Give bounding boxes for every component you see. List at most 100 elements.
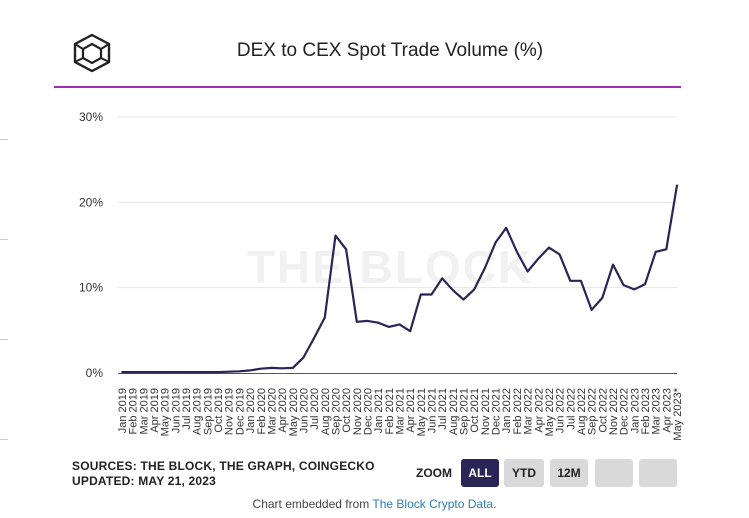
data-point bbox=[259, 367, 262, 370]
data-point bbox=[195, 371, 198, 374]
data-point bbox=[644, 283, 646, 286]
data-point bbox=[676, 184, 678, 187]
x-tick-label: Jul 2019 bbox=[181, 388, 193, 430]
data-point bbox=[430, 293, 433, 296]
data-point bbox=[238, 370, 241, 373]
data-point bbox=[387, 326, 390, 328]
x-tick-label: Mar 2023 bbox=[651, 388, 663, 434]
title-divider bbox=[54, 86, 681, 88]
x-tick-label: Mar 2021 bbox=[395, 388, 407, 434]
data-point bbox=[323, 316, 326, 319]
y-tick-label: 0% bbox=[86, 366, 104, 380]
data-point bbox=[227, 370, 230, 373]
sources-note: SOURCES: THE BLOCK, THE GRAPH, COINGECKO… bbox=[72, 459, 375, 489]
zoom-extra-button[interactable] bbox=[639, 459, 677, 487]
data-point bbox=[569, 279, 572, 282]
data-point bbox=[163, 371, 166, 374]
x-tick-label: May 2022 bbox=[544, 388, 556, 436]
data-point bbox=[654, 250, 657, 253]
x-tick-label: Jan 2021 bbox=[373, 388, 385, 433]
data-point bbox=[558, 253, 561, 256]
y-tick-label: 10% bbox=[79, 281, 103, 295]
data-point bbox=[633, 288, 636, 291]
x-tick-label: Dec 2021 bbox=[491, 388, 503, 435]
data-point bbox=[580, 279, 582, 282]
chart-title: DEX to CEX Spot Trade Volume (%) bbox=[236, 40, 544, 61]
x-tick-label: Aug 2019 bbox=[192, 388, 204, 435]
watermark-text: THE BLOCK bbox=[247, 241, 533, 293]
chart-frame bbox=[54, 10, 700, 490]
data-point bbox=[377, 321, 380, 324]
data-point bbox=[398, 323, 401, 326]
data-point bbox=[548, 246, 550, 249]
side-tick bbox=[0, 439, 8, 440]
x-tick-label: Jul 2021 bbox=[437, 388, 449, 430]
data-point bbox=[291, 366, 294, 369]
x-tick-label: Jun 2022 bbox=[555, 388, 567, 433]
y-tick-label: 30% bbox=[79, 110, 103, 124]
x-tick-label: Jan 2023 bbox=[629, 388, 641, 433]
zoom-ytd-button[interactable]: YTD bbox=[504, 459, 544, 487]
data-point bbox=[334, 234, 337, 237]
data-point bbox=[409, 330, 412, 333]
zoom-label: ZOOM bbox=[416, 466, 452, 480]
data-point bbox=[270, 366, 273, 369]
data-point bbox=[281, 367, 283, 370]
footer-suffix: . bbox=[493, 497, 497, 511]
x-tick-label: Sep 2021 bbox=[459, 388, 471, 435]
x-tick-label: Feb 2019 bbox=[128, 388, 140, 434]
data-point bbox=[612, 263, 614, 266]
x-tick-label: Mar 2020 bbox=[266, 388, 278, 434]
x-tick-label: Jul 2022 bbox=[565, 388, 577, 430]
data-point bbox=[494, 241, 497, 244]
data-point bbox=[249, 369, 251, 372]
data-point bbox=[516, 250, 518, 253]
data-point bbox=[483, 267, 486, 269]
data-point bbox=[622, 284, 625, 287]
x-tick-label: Jan 2022 bbox=[501, 388, 513, 433]
x-tick-label: May 2021 bbox=[416, 388, 428, 436]
embed-footer: Chart embedded from The Block Crypto Dat… bbox=[0, 497, 749, 511]
data-point bbox=[121, 371, 123, 374]
x-tick-label: Dec 2020 bbox=[362, 388, 374, 435]
x-tick-label: Sep 2022 bbox=[587, 388, 599, 435]
x-tick-label: May 2023* bbox=[672, 387, 684, 440]
x-tick-label: Nov 2019 bbox=[224, 388, 236, 435]
data-point bbox=[345, 248, 348, 251]
x-tick-label: Oct 2022 bbox=[597, 388, 609, 433]
data-point bbox=[355, 320, 358, 323]
sources-text: SOURCES: THE BLOCK, THE GRAPH, COINGECKO bbox=[72, 459, 375, 473]
zoom-extra-button[interactable] bbox=[595, 459, 633, 487]
x-tick-label: Oct 2020 bbox=[341, 388, 353, 433]
data-point bbox=[462, 298, 465, 301]
the-block-logo-icon bbox=[73, 33, 111, 73]
x-tick-label: Jun 2019 bbox=[170, 388, 182, 433]
x-tick-label: Apr 2019 bbox=[149, 388, 161, 433]
x-tick-label: Jun 2021 bbox=[427, 388, 439, 433]
data-point bbox=[505, 227, 508, 229]
x-tick-label: Aug 2020 bbox=[320, 388, 332, 435]
data-point bbox=[174, 371, 177, 374]
x-tick-label: Feb 2021 bbox=[384, 388, 396, 434]
data-point bbox=[142, 371, 145, 374]
zoom-all-button[interactable]: ALL bbox=[461, 459, 499, 487]
x-tick-label: Dec 2022 bbox=[619, 388, 631, 435]
data-point bbox=[665, 248, 668, 251]
data-point bbox=[185, 371, 187, 374]
x-tick-label: Jul 2020 bbox=[309, 388, 321, 430]
data-point bbox=[419, 293, 422, 296]
the-block-data-link[interactable]: The Block Crypto Data bbox=[372, 497, 494, 511]
data-point bbox=[451, 289, 454, 292]
data-point bbox=[537, 257, 540, 260]
data-point bbox=[526, 270, 529, 273]
x-tick-label: Nov 2021 bbox=[480, 388, 492, 435]
x-tick-label: Jan 2020 bbox=[245, 388, 257, 433]
x-tick-label: Aug 2022 bbox=[576, 388, 588, 435]
side-tick bbox=[0, 239, 8, 240]
x-tick-label: May 2019 bbox=[160, 388, 172, 436]
x-tick-label: Feb 2023 bbox=[640, 388, 652, 434]
x-tick-label: Mar 2022 bbox=[523, 388, 535, 434]
x-tick-label: Feb 2020 bbox=[256, 388, 268, 434]
zoom-12m-button[interactable]: 12M bbox=[550, 459, 588, 487]
